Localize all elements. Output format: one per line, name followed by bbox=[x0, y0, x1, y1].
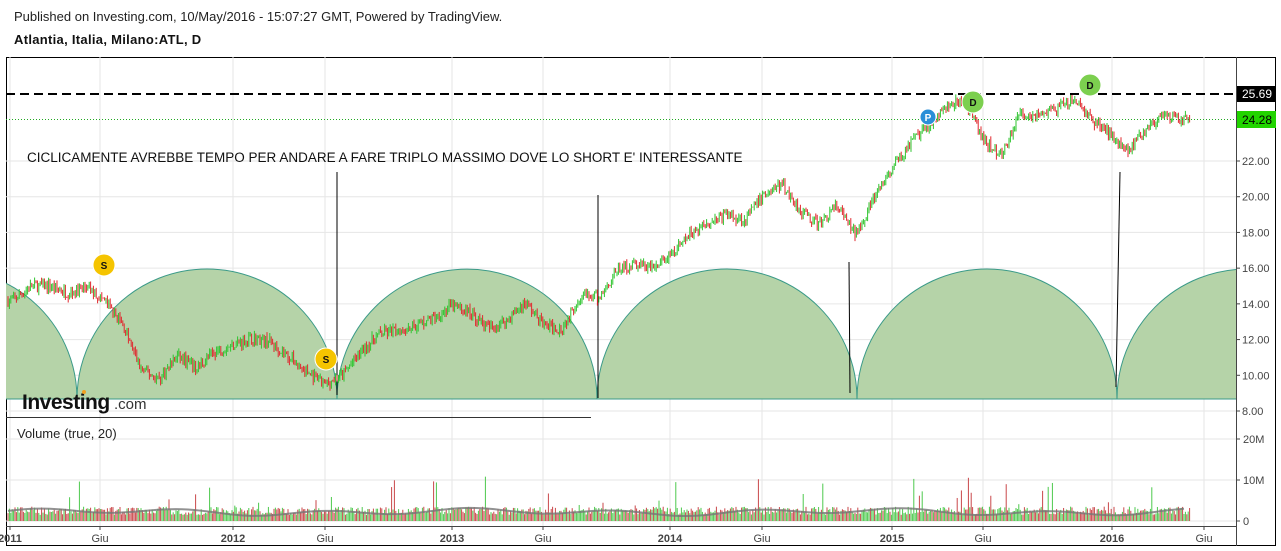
cycle-arc bbox=[336, 268, 598, 400]
marker-d-icon bbox=[1078, 73, 1102, 97]
marker-label: S bbox=[101, 261, 108, 272]
y-tick-label: 20.00 bbox=[1242, 192, 1270, 204]
resistance-price-label: 25.69 bbox=[1242, 87, 1272, 101]
x-tick-label: 2014 bbox=[658, 533, 683, 545]
x-tick-label: 2016 bbox=[1100, 533, 1124, 545]
marker-s-icon bbox=[314, 347, 338, 371]
time-axis: 2011 Giu 2012 Giu 2013 Giu 2014 Giu 2015 Giu 2016 G… bbox=[0, 526, 1213, 545]
published-line: Published on Investing.com, 10/May/2016 … bbox=[14, 9, 503, 24]
candles bbox=[7, 93, 1191, 391]
y-tick-label: 10.00 bbox=[1242, 370, 1270, 382]
volume-ma-line bbox=[7, 506, 1185, 518]
volume-tick-label: 10M bbox=[1243, 475, 1264, 487]
x-tick-label: 2012 bbox=[221, 533, 245, 545]
marker-label: D bbox=[969, 98, 976, 109]
volume-axis: 0 10M 20M bbox=[1236, 434, 1264, 528]
y-tick-label: 14.00 bbox=[1242, 299, 1270, 311]
cycle-arcs bbox=[6, 268, 1236, 400]
investing-logo-suffix: .com bbox=[114, 396, 147, 413]
y-tick-label: 12.00 bbox=[1242, 335, 1270, 347]
y-tick-label: 16.00 bbox=[1242, 263, 1270, 275]
cycle-arc bbox=[856, 268, 1118, 400]
marker-label: P bbox=[925, 113, 932, 124]
cycle-arc bbox=[76, 268, 338, 400]
cycle-arc bbox=[6, 282, 78, 400]
cycle-arc bbox=[1116, 269, 1236, 400]
last-price-label: 24.28 bbox=[1242, 113, 1272, 127]
x-tick-label: 2011 bbox=[0, 533, 22, 545]
volume-bars bbox=[7, 476, 1191, 521]
volume-tick-label: 20M bbox=[1243, 434, 1264, 446]
x-tick-label: 2015 bbox=[880, 533, 904, 545]
last-price-label-bg bbox=[1237, 111, 1276, 128]
y-tick-label: 22.00 bbox=[1242, 156, 1270, 168]
resistance-label-bg bbox=[1237, 86, 1276, 102]
y-tick-label: 8.00 bbox=[1242, 406, 1263, 418]
logo-dot-icon bbox=[82, 390, 86, 394]
x-tick-label: Giu bbox=[91, 533, 108, 545]
price-axis: 8.00 10.00 12.00 14.00 16.00 18.00 20.00 22.00 bbox=[1236, 156, 1270, 418]
marker-d-icon bbox=[961, 90, 985, 114]
cycle-line bbox=[1115, 171, 1121, 388]
volume-tick-label: 0 bbox=[1243, 516, 1249, 528]
marker-s-icon bbox=[92, 253, 116, 277]
x-tick-label: Giu bbox=[1195, 533, 1212, 545]
volume-label: Volume (true, 20) bbox=[17, 426, 117, 441]
symbol-title: Atlantia, Italia, Milano:ATL, D bbox=[14, 32, 202, 47]
x-tick-label: Giu bbox=[974, 533, 991, 545]
marker-label: S bbox=[323, 355, 330, 366]
y-tick-label: 18.00 bbox=[1242, 227, 1270, 239]
investing-logo: Investing bbox=[22, 391, 110, 414]
x-tick-label: Giu bbox=[534, 533, 551, 545]
event-markers: S S P D D bbox=[92, 73, 1102, 371]
marker-label: D bbox=[1086, 81, 1093, 92]
cycle-line bbox=[848, 261, 851, 394]
cycle-arc bbox=[596, 268, 858, 400]
x-tick-label: 2013 bbox=[440, 533, 464, 545]
marker-p-icon bbox=[919, 108, 937, 126]
annotation-text[interactable]: CICLICAMENTE AVREBBE TEMPO PER ANDARE A … bbox=[27, 150, 743, 165]
x-tick-label: Giu bbox=[316, 533, 333, 545]
x-tick-label: Giu bbox=[753, 533, 770, 545]
